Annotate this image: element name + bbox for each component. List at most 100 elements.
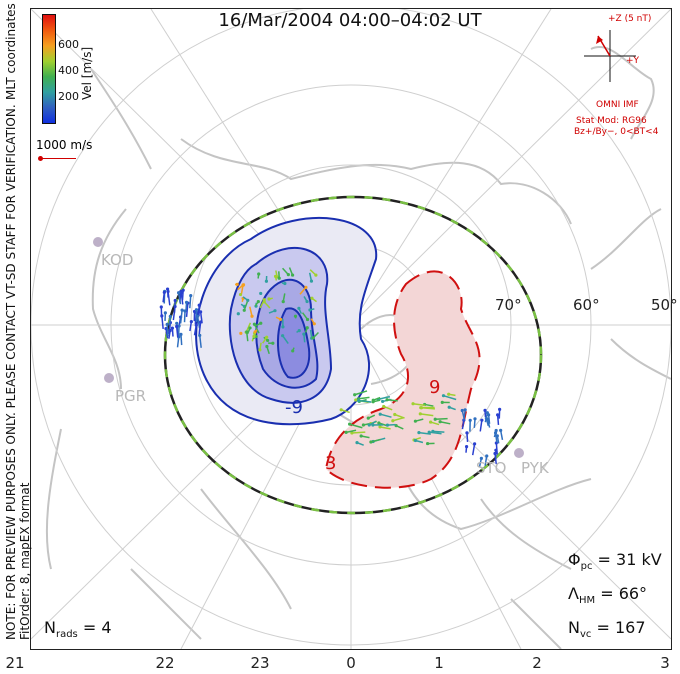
velocity-vector	[418, 431, 431, 435]
velocity-vector	[429, 431, 442, 435]
velocity-vector	[495, 442, 498, 455]
velocity-vector	[349, 423, 363, 429]
velocity-vector-dot	[170, 326, 174, 330]
velocity-vector-dot	[393, 412, 397, 417]
station-label-kod: KOD	[101, 251, 134, 269]
velocity-vector	[179, 309, 183, 324]
velocity-vector	[198, 335, 202, 348]
velocity-vector-dot	[173, 298, 177, 303]
velocity-vector-dot	[290, 273, 295, 277]
velocity-vector	[379, 426, 391, 430]
velocity-vector-dot	[258, 348, 262, 352]
velocity-vector-dot	[238, 292, 243, 297]
velocity-vector-dot	[189, 320, 193, 324]
scale-vector-arrow	[40, 158, 76, 159]
imf-clock-dial	[584, 30, 636, 82]
velocity-vector-dot	[464, 444, 469, 449]
radar-count: Nrads = 4	[44, 618, 112, 641]
station-label-sto: STO	[476, 459, 507, 477]
velocity-colorbar	[42, 14, 56, 124]
velocity-vector-dot	[411, 402, 415, 406]
velocity-vector-dot	[293, 314, 298, 318]
velocity-vector	[173, 300, 176, 314]
preview-notice: NOTE: FOR PREVIEW PURPOSES ONLY. PLEASE …	[4, 104, 18, 640]
velocity-vector-dot	[339, 408, 343, 412]
station-label-pgr: PGR	[115, 387, 147, 405]
velocity-vector-dot	[265, 335, 269, 339]
velocity-vector-dot	[447, 392, 451, 396]
imf-y-label: +Y	[626, 56, 640, 66]
mlt-tick-1: 1	[434, 654, 444, 672]
velocity-vector	[354, 390, 368, 396]
imf-z-label: +Z (5 nT)	[608, 14, 652, 24]
velocity-vector	[189, 295, 192, 309]
mlt-tick-21: 21	[5, 654, 25, 672]
velocity-vector-dot	[235, 282, 239, 286]
mlt-tick-0: 0	[346, 654, 356, 672]
velocity-vector-dot	[385, 398, 389, 402]
velocity-vector-dot	[194, 308, 199, 312]
velocity-vector-dot	[181, 288, 185, 292]
velocity-vector-dot	[159, 305, 163, 309]
velocity-vector-dot	[168, 314, 172, 318]
velocity-vector-dot	[179, 332, 183, 336]
model-line1: Stat Mod: RG96	[576, 116, 647, 126]
velocity-vector	[443, 394, 457, 401]
velocity-vector-dot	[265, 344, 269, 349]
velocity-vector-dot	[160, 314, 164, 318]
velocity-vector-dot	[252, 322, 256, 326]
velocity-vector-dot	[278, 317, 283, 321]
velocity-vector-dot	[197, 303, 201, 307]
velocity-vector-dot	[413, 438, 418, 443]
velocity-vector-dot	[165, 322, 169, 326]
velocity-vector-dot	[348, 422, 352, 426]
convection-map	[31, 9, 671, 649]
velocity-vector	[249, 306, 253, 317]
lat-label-70: 70°	[495, 296, 522, 314]
velocity-vector-dot	[493, 431, 498, 435]
velocity-vector-dot	[460, 408, 464, 413]
map-frame: 70° 60° 50° KOD PGR STO PYK -9 3 9	[30, 8, 678, 650]
velocity-vector-dot	[385, 423, 390, 427]
velocity-vector	[435, 417, 448, 421]
velocity-vector-dot	[198, 333, 202, 337]
velocity-vector-dot	[177, 291, 181, 295]
velocity-vector	[161, 315, 164, 329]
velocity-vector-dot	[291, 349, 295, 353]
velocity-vector-dot	[438, 420, 442, 424]
contour-label-pos9: 9	[429, 377, 441, 398]
velocity-vector-dot	[273, 309, 277, 313]
velocity-vector	[162, 292, 166, 303]
velocity-vector-dot	[189, 293, 193, 298]
velocity-vector-dot	[366, 416, 370, 420]
velocity-vector	[380, 413, 392, 418]
velocity-vector	[378, 395, 391, 400]
velocity-vector	[496, 414, 500, 425]
velocity-vector-dot	[253, 330, 257, 334]
velocity-vector-dot	[259, 291, 263, 296]
velocity-vector-dot	[165, 287, 170, 291]
hm-latitude: ΛHM = 66°	[568, 584, 648, 607]
velocity-vector	[484, 455, 488, 466]
map-title: 16/Mar/2004 04:00–04:02 UT	[218, 10, 482, 31]
velocity-vector-dot	[308, 308, 312, 312]
velocity-vector-dot	[302, 332, 306, 336]
velocity-vector-dot	[479, 456, 483, 460]
velocity-vector-dot	[496, 413, 500, 417]
velocity-vector-dot	[195, 314, 200, 318]
velocity-vector-dot	[417, 431, 421, 435]
velocity-vector-dot	[177, 324, 181, 328]
velocity-vector	[177, 325, 180, 340]
velocity-vector-dot	[262, 300, 266, 304]
velocity-vector-dot	[162, 290, 166, 295]
velocity-vector	[193, 324, 198, 336]
velocity-vector-dot	[183, 309, 187, 313]
velocity-vector-dot	[382, 404, 386, 409]
velocity-vector-dot	[381, 399, 385, 404]
velocity-vector-dot	[309, 279, 314, 283]
velocity-vector-dot	[199, 310, 203, 314]
velocity-vector-dot	[493, 451, 497, 456]
negative-potential-cell	[195, 217, 378, 426]
velocity-vector-dot	[413, 419, 418, 423]
velocity-vector-dot	[418, 412, 422, 416]
